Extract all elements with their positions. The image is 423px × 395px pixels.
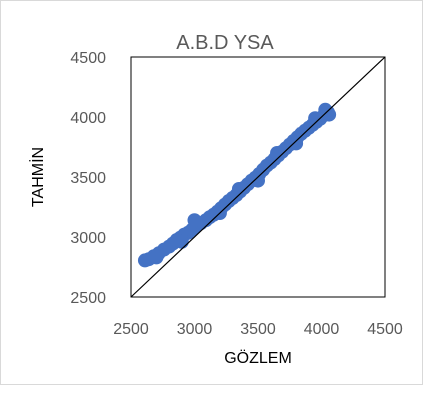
data-point [187, 213, 202, 228]
x-tick-label: 4500 [367, 321, 403, 338]
data-point [231, 182, 246, 196]
y-tick-labels: 2500 3000 3500 4000 4500 [70, 50, 106, 307]
data-point [149, 250, 164, 265]
reference-line [130, 56, 386, 298]
y-tick-label: 3000 [70, 230, 106, 247]
y-tick-label: 2500 [70, 290, 106, 307]
x-tick-label: 3000 [177, 321, 213, 338]
chart-frame: A.B.D YSA 2500 3000 3500 4000 4500 2500 3000 3… [0, 0, 423, 385]
chart-title: A.B.D YSA [176, 32, 274, 54]
x-tick-label: 3500 [240, 321, 276, 338]
y-tick-label: 3500 [70, 170, 106, 187]
scatter-chart: A.B.D YSA 2500 3000 3500 4000 4500 2500 3000 3… [28, 32, 403, 367]
data-point [270, 146, 285, 160]
data-point [318, 102, 333, 117]
y-tick-label: 4000 [70, 110, 106, 127]
data-point [251, 173, 265, 188]
y-tick-label: 4500 [70, 50, 106, 67]
x-tick-label: 2500 [113, 321, 149, 338]
data-point [174, 234, 189, 249]
data-point [308, 111, 323, 126]
x-tick-labels: 2500 3000 3500 4000 4500 [113, 321, 403, 338]
data-point [289, 136, 304, 151]
x-axis-label: GÖZLEM [224, 349, 292, 367]
x-tick-label: 4000 [304, 321, 340, 338]
y-axis-label: TAHMİN [28, 147, 47, 207]
